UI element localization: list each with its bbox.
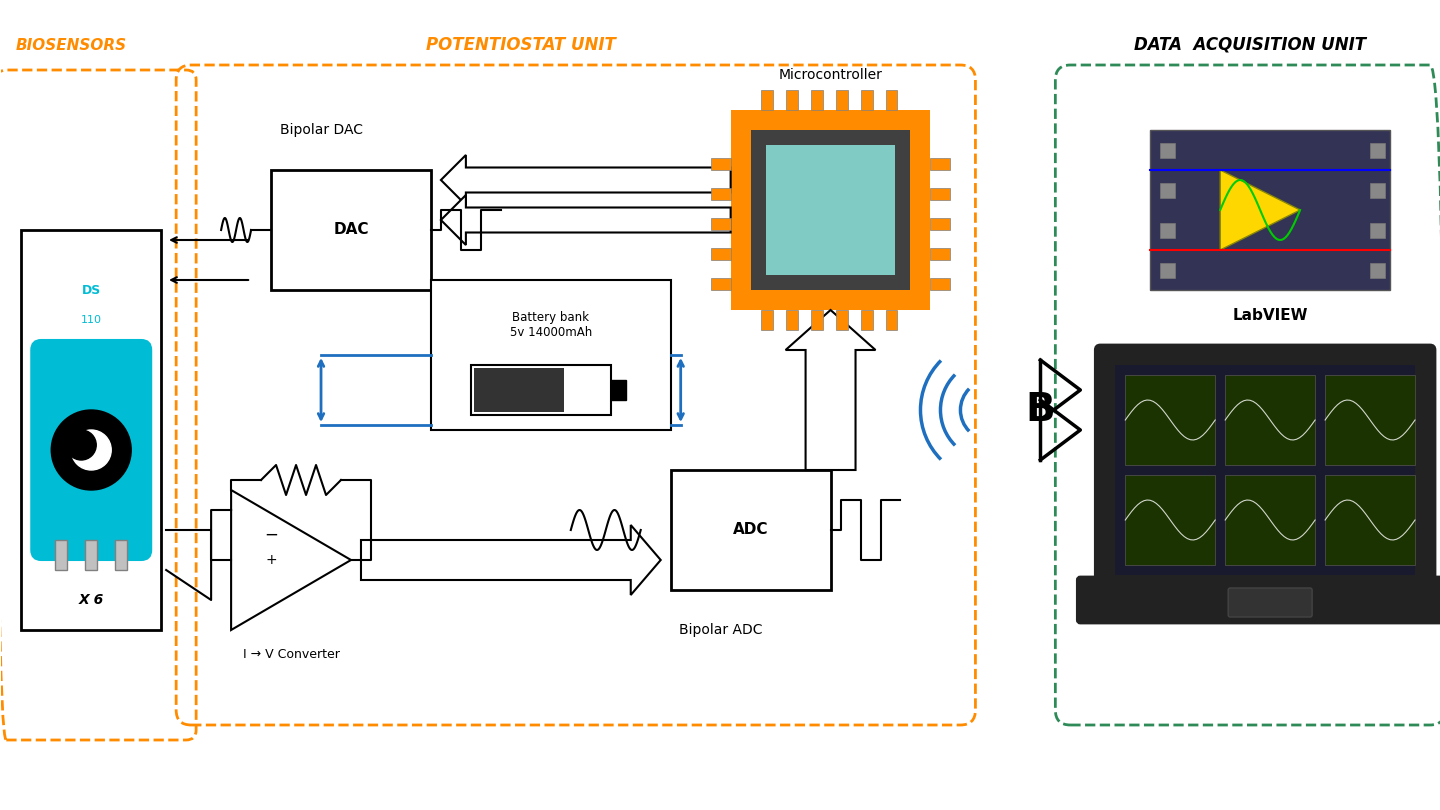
FancyBboxPatch shape <box>1228 588 1312 617</box>
Text: Battery bank
5v 14000mAh: Battery bank 5v 14000mAh <box>510 311 592 339</box>
Bar <box>1325 475 1416 565</box>
FancyBboxPatch shape <box>271 170 431 290</box>
Polygon shape <box>441 155 730 205</box>
Circle shape <box>66 430 96 460</box>
FancyBboxPatch shape <box>750 130 910 290</box>
Text: DATA  ACQUISITION UNIT: DATA ACQUISITION UNIT <box>1135 36 1367 54</box>
Circle shape <box>71 430 111 470</box>
Text: I → V Converter: I → V Converter <box>242 649 340 662</box>
Bar <box>1369 263 1385 278</box>
Text: POTENTIOSTAT UNIT: POTENTIOSTAT UNIT <box>426 36 616 54</box>
Text: BIOSENSORS: BIOSENSORS <box>16 38 127 53</box>
Bar <box>474 368 564 412</box>
FancyBboxPatch shape <box>1151 130 1390 290</box>
Bar <box>786 310 798 330</box>
Text: B: B <box>1025 391 1056 429</box>
Bar <box>1225 375 1315 465</box>
Bar <box>930 218 950 230</box>
Text: −: − <box>264 526 278 544</box>
Bar <box>711 248 730 260</box>
Polygon shape <box>1220 170 1300 250</box>
Circle shape <box>52 410 131 490</box>
Bar <box>886 90 897 110</box>
Polygon shape <box>230 490 351 630</box>
Bar <box>55 540 68 570</box>
Text: Bipolar DAC: Bipolar DAC <box>279 123 363 137</box>
Bar <box>811 90 822 110</box>
Bar <box>1161 263 1175 278</box>
Bar <box>861 310 873 330</box>
Bar <box>886 310 897 330</box>
FancyBboxPatch shape <box>1096 345 1436 595</box>
Bar <box>1369 183 1385 198</box>
Bar <box>760 90 773 110</box>
Bar <box>1161 183 1175 198</box>
FancyBboxPatch shape <box>730 110 930 310</box>
FancyBboxPatch shape <box>32 340 151 560</box>
Bar <box>711 158 730 170</box>
Text: Microcontroller: Microcontroller <box>779 68 883 82</box>
Bar <box>930 158 950 170</box>
Bar <box>1125 475 1215 565</box>
Bar <box>930 248 950 260</box>
Bar <box>1369 143 1385 158</box>
Polygon shape <box>786 310 876 470</box>
Bar <box>1369 223 1385 238</box>
Text: 110: 110 <box>81 315 102 325</box>
Bar <box>786 90 798 110</box>
Bar <box>115 540 127 570</box>
Text: DAC: DAC <box>333 223 369 237</box>
Bar <box>1161 143 1175 158</box>
Polygon shape <box>361 525 661 595</box>
Bar <box>861 90 873 110</box>
Polygon shape <box>441 195 730 245</box>
Bar <box>930 278 950 290</box>
Text: DS: DS <box>82 284 101 296</box>
Bar <box>760 310 773 330</box>
Bar <box>471 365 611 415</box>
FancyBboxPatch shape <box>766 145 896 275</box>
FancyBboxPatch shape <box>671 470 831 590</box>
Text: Bipolar ADC: Bipolar ADC <box>678 623 762 637</box>
Bar <box>811 310 822 330</box>
Bar <box>835 310 848 330</box>
Text: ADC: ADC <box>733 522 769 538</box>
Bar <box>930 188 950 200</box>
Bar <box>711 278 730 290</box>
Bar <box>711 188 730 200</box>
Bar <box>1225 475 1315 565</box>
Text: +: + <box>265 553 276 567</box>
Bar <box>611 380 626 400</box>
FancyBboxPatch shape <box>22 230 161 630</box>
Bar <box>85 540 98 570</box>
Bar <box>1116 365 1416 575</box>
Bar <box>1325 375 1416 465</box>
Text: X 6: X 6 <box>79 593 104 607</box>
Bar <box>1161 223 1175 238</box>
Bar <box>835 90 848 110</box>
Bar <box>1125 375 1215 465</box>
FancyBboxPatch shape <box>1077 577 1440 623</box>
Bar <box>711 218 730 230</box>
Text: LabVIEW: LabVIEW <box>1233 308 1308 322</box>
FancyBboxPatch shape <box>431 280 671 430</box>
